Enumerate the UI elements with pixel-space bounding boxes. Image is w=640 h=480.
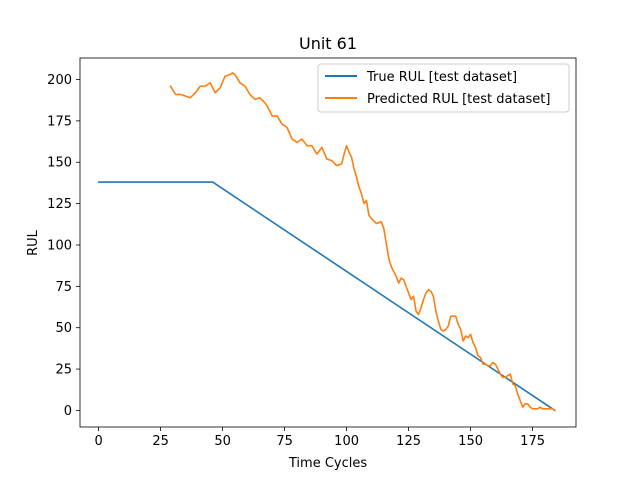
- y-tick-label: 25: [55, 363, 72, 378]
- series-line-true-rul: [97, 181, 556, 412]
- x-tick-label: 25: [152, 434, 169, 449]
- chart-title: Unit 61: [299, 34, 357, 53]
- y-tick-label: 125: [47, 197, 72, 212]
- x-tick-label: 175: [520, 434, 545, 449]
- x-tick-label: 75: [276, 434, 293, 449]
- plot-frame: [79, 57, 577, 428]
- series-line-predicted-rul: [169, 72, 556, 412]
- legend-label-true-rul: True RUL [test dataset]: [366, 70, 517, 85]
- y-tick-label: 100: [47, 238, 72, 253]
- x-tick-label: 0: [94, 434, 102, 449]
- y-tick-label: 75: [55, 280, 72, 295]
- x-tick-label: 100: [334, 434, 359, 449]
- legend-box: [317, 63, 570, 113]
- x-tick-label: 50: [214, 434, 231, 449]
- x-tick-label: 150: [458, 434, 483, 449]
- x-axis: 0 25 50 75 100 125 150 175: [94, 427, 545, 449]
- y-tick-label: 150: [47, 156, 72, 171]
- y-axis-label: RUL: [26, 229, 41, 256]
- x-tick-label: 125: [396, 434, 421, 449]
- y-axis: 0 25 50 75 100 125 150 175 200: [47, 73, 80, 419]
- series-layer: [97, 72, 556, 412]
- y-tick-label: 50: [55, 321, 72, 336]
- legend: True RUL [test dataset] Predicted RUL [t…: [317, 63, 570, 113]
- legend-label-predicted-rul: Predicted RUL [test dataset]: [367, 92, 550, 107]
- x-axis-label: Time Cycles: [288, 456, 367, 471]
- y-tick-label: 200: [47, 73, 72, 88]
- y-tick-label: 175: [47, 114, 72, 129]
- y-tick-label: 0: [64, 404, 72, 419]
